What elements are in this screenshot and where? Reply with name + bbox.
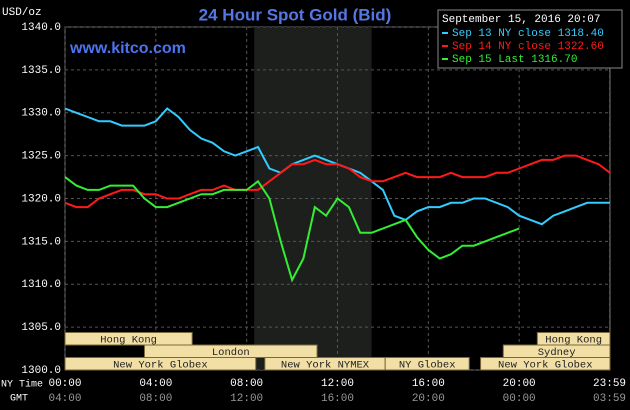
- legend-label: Sep 14 NY close 1322.60: [452, 41, 604, 53]
- gmt-tick-label: 00:00: [503, 393, 536, 405]
- session-label: NY Globex: [399, 360, 456, 372]
- session-label: London: [212, 347, 250, 359]
- y-tick-label: 1300.0: [21, 365, 61, 377]
- x2-axis-label: GMT: [10, 394, 28, 405]
- x-tick-label: 08:00: [230, 378, 263, 390]
- legend-box: [437, 9, 623, 69]
- gmt-tick-label: 16:00: [321, 393, 354, 405]
- y-tick-label: 1330.0: [21, 108, 61, 120]
- session-bar: [64, 357, 257, 371]
- gmt-tick-label: 04:00: [48, 393, 81, 405]
- session-bar: [384, 357, 470, 371]
- session-label: New York Globex: [113, 360, 208, 372]
- session-label: Hong Kong: [100, 335, 157, 347]
- gmt-tick-label: 12:00: [230, 393, 263, 405]
- y-tick-label: 1315.0: [21, 236, 61, 248]
- subtitle: www.kitco.com: [69, 40, 186, 57]
- legend-label: Sep 13 NY close 1318.40: [452, 28, 604, 40]
- x-tick-label: 16:00: [412, 378, 445, 390]
- x-tick-label: 23:59: [593, 378, 626, 390]
- plot-area: [64, 26, 611, 371]
- x-tick-label: 00:00: [48, 378, 81, 390]
- session-label: Hong Kong: [545, 335, 602, 347]
- session-label: Sydney: [538, 347, 576, 359]
- y-axis-label: USD/oz: [2, 7, 42, 19]
- gmt-tick-label: 08:00: [139, 393, 172, 405]
- y-tick-label: 1340.0: [21, 22, 61, 34]
- series-line: [64, 176, 520, 283]
- series-line: [64, 154, 611, 209]
- gmt-tick-label: 20:00: [412, 393, 445, 405]
- x-axis-label: NY Time: [1, 379, 43, 391]
- y-tick-label: 1310.0: [21, 279, 61, 291]
- gmt-tick-label: 03:59: [593, 393, 626, 405]
- chart-title: 24 Hour Spot Gold (Bid): [199, 5, 392, 24]
- legend-label: Sep 15 Last 1316.70: [452, 54, 577, 66]
- x-tick-label: 20:00: [503, 378, 536, 390]
- x-tick-label: 04:00: [139, 378, 172, 390]
- session-bar: [480, 357, 611, 371]
- session-label: New York Globex: [498, 360, 593, 372]
- timestamp: September 15, 2016 20:07: [442, 14, 600, 26]
- y-tick-label: 1305.0: [21, 322, 61, 334]
- y-tick-label: 1325.0: [21, 151, 61, 163]
- session-label: New York NYMEX: [281, 360, 370, 372]
- y-tick-label: 1335.0: [21, 65, 61, 77]
- x-tick-label: 12:00: [321, 378, 354, 390]
- y-tick-label: 1320.0: [21, 193, 61, 205]
- session-bar: [64, 332, 193, 346]
